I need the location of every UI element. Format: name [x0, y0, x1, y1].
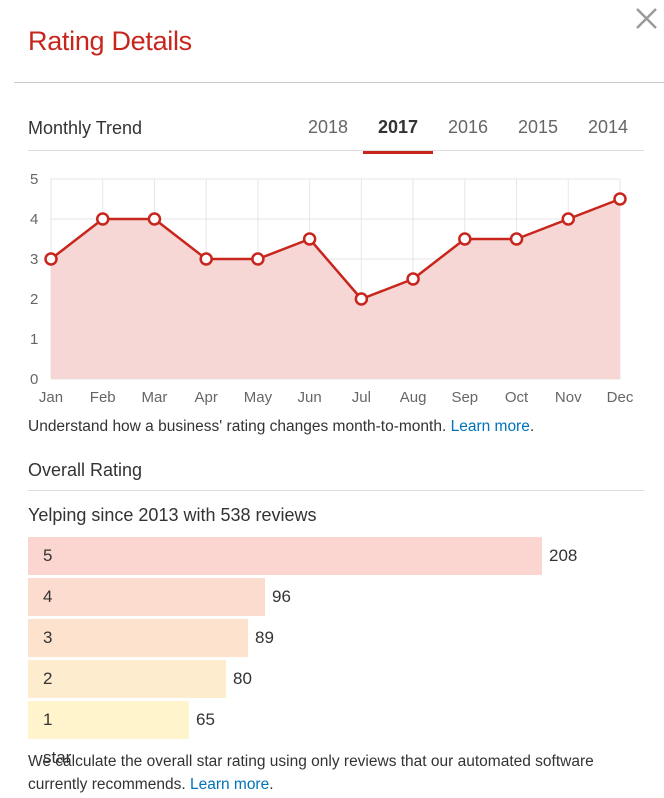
trend-point	[199, 252, 213, 266]
trend-point	[354, 292, 369, 306]
trend-learn-more-link[interactable]: Learn more	[450, 418, 530, 435]
close-button[interactable]	[632, 5, 660, 33]
close-icon	[636, 8, 657, 29]
trend-area	[51, 199, 620, 379]
rating-bar	[28, 578, 265, 616]
rating-bar-count: 80	[233, 669, 252, 688]
trend-point	[458, 232, 472, 246]
overall-note: We calculate the overall star rating usi…	[28, 750, 594, 796]
trend-point	[95, 212, 110, 226]
tab-2018[interactable]: 2018	[307, 117, 349, 137]
trend-point	[406, 272, 420, 286]
y-tick-label: 3	[30, 251, 38, 268]
trend-point	[147, 212, 162, 226]
trend-line	[50, 197, 621, 301]
rating-bar	[28, 537, 542, 575]
tab-2017[interactable]: 2017	[363, 117, 433, 154]
x-tick-label: Sep	[451, 389, 478, 406]
overall-rating-heading: Overall Rating	[28, 460, 143, 480]
rating-bar-count: 208	[549, 546, 578, 565]
trend-point	[509, 232, 524, 246]
header-divider	[14, 82, 664, 83]
trend-point	[613, 192, 627, 206]
trend-note: Understand how a business' rating change…	[28, 415, 534, 438]
overall-learn-more-link[interactable]: Learn more	[189, 776, 270, 793]
x-tick-label: Jul	[352, 389, 371, 406]
x-tick-label: Feb	[90, 389, 116, 406]
y-tick-label: 4	[30, 211, 38, 228]
tab-2015[interactable]: 2015	[517, 117, 559, 137]
overall-note-period: .	[269, 776, 274, 793]
x-tick-label: Apr	[195, 389, 218, 406]
trend-note-text: Understand how a business' rating change…	[28, 418, 447, 435]
review-summary: Yelping since 2013 with 538 reviews	[28, 505, 317, 525]
x-tick-label: Jan	[39, 389, 63, 406]
rating-bar	[28, 701, 189, 739]
trend-note-period: .	[529, 418, 535, 435]
trend-point	[561, 212, 576, 226]
tab-2014[interactable]: 2014	[587, 117, 629, 137]
trend-point	[44, 252, 58, 266]
rating-bar	[28, 619, 248, 657]
overall-divider	[28, 490, 644, 491]
overall-note-line1: We calculate the overall star rating usi…	[28, 753, 594, 770]
y-tick-label: 5	[30, 171, 38, 188]
y-tick-label: 1	[30, 331, 38, 348]
y-tick-label: 0	[30, 371, 38, 388]
rating-bar-count: 65	[196, 710, 215, 729]
trend-divider	[28, 150, 644, 151]
tab-2016[interactable]: 2016	[447, 117, 489, 137]
x-tick-label: Mar	[142, 389, 168, 406]
x-tick-label: Oct	[505, 389, 529, 406]
trend-point	[251, 252, 265, 266]
trend-point	[302, 232, 317, 246]
x-tick-label: Dec	[607, 389, 634, 406]
rating-bar-count: 96	[272, 587, 291, 606]
overall-note-line2: currently recommends.	[28, 776, 186, 793]
monthly-trend-chart: 0 1 2 3 4 5 Jan Feb Mar Apr May Jun Jul Aug Sep Oct Nov D…	[30, 171, 634, 406]
x-tick-label: Nov	[555, 389, 582, 406]
rating-bar-count: 89	[255, 628, 274, 647]
rating-bar	[28, 660, 226, 698]
dialog-title: Rating Details	[28, 26, 192, 56]
rating-bar-label: 1 star	[43, 710, 72, 767]
overall-note-line2-wrap: currently recommends. Learn more.	[28, 773, 594, 796]
x-tick-label: Jun	[298, 389, 322, 406]
monthly-trend-heading: Monthly Trend	[28, 118, 143, 138]
x-tick-label: Aug	[400, 389, 427, 406]
x-tick-label: May	[244, 389, 273, 406]
y-tick-label: 2	[30, 291, 38, 308]
